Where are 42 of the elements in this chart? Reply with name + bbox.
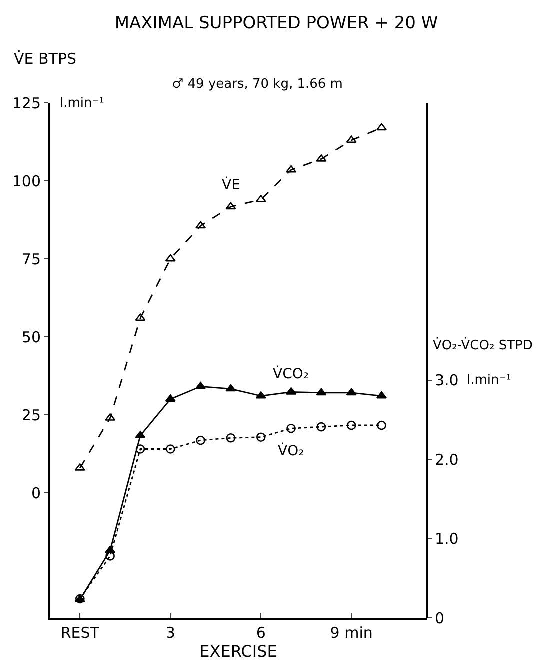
series-label: V̇O₂: [278, 442, 304, 460]
text: l.min⁻¹: [467, 373, 512, 388]
chart-title: MAXIMAL SUPPORTED POWER + 20 W: [114, 14, 438, 34]
point: [316, 422, 326, 432]
x-tick-label: 9 min: [330, 624, 373, 642]
point: [316, 388, 327, 396]
point: [226, 384, 236, 392]
text: ♂ 49 years, 70 kg, 1.66 m: [172, 77, 343, 92]
y2-tick-label: 2.0: [435, 450, 459, 469]
point: [346, 388, 357, 396]
x-axis-title: EXERCISE: [200, 642, 278, 661]
point: [286, 165, 297, 173]
point: [346, 420, 356, 430]
series-label: V̇E: [222, 176, 240, 194]
y2-axis-title: V̇O₂-V̇CO₂ STPD: [433, 337, 533, 354]
y-axis-title: V̇E BTPS: [14, 50, 77, 68]
y-tick-label: 75: [22, 250, 41, 268]
y-tick-label: 125: [12, 94, 41, 112]
y-tick-label: 50: [22, 328, 41, 346]
y-tick-label: 25: [22, 406, 41, 424]
point: [136, 444, 146, 454]
y2-tick-label: 1.0: [435, 530, 459, 548]
series-label: V̇CO₂: [273, 365, 309, 383]
x-tick-label: 3: [166, 624, 176, 642]
point: [135, 314, 146, 322]
point: [226, 202, 236, 210]
point: [166, 444, 176, 454]
point: [165, 254, 176, 262]
y-tick-label: 100: [12, 172, 41, 190]
point: [286, 424, 296, 434]
y-tick-label: 0: [31, 484, 41, 502]
y2-tick-label: 0: [435, 609, 445, 628]
point: [226, 434, 236, 443]
point: [196, 221, 206, 229]
x-tick-label: 6: [256, 624, 266, 642]
point: [256, 432, 266, 442]
annotation: l.min⁻¹: [60, 96, 104, 111]
x-tick-label: REST: [60, 624, 100, 642]
point: [196, 436, 206, 446]
y2-tick-label: 3.0: [435, 372, 459, 390]
point: [346, 136, 357, 144]
point: [377, 420, 386, 430]
